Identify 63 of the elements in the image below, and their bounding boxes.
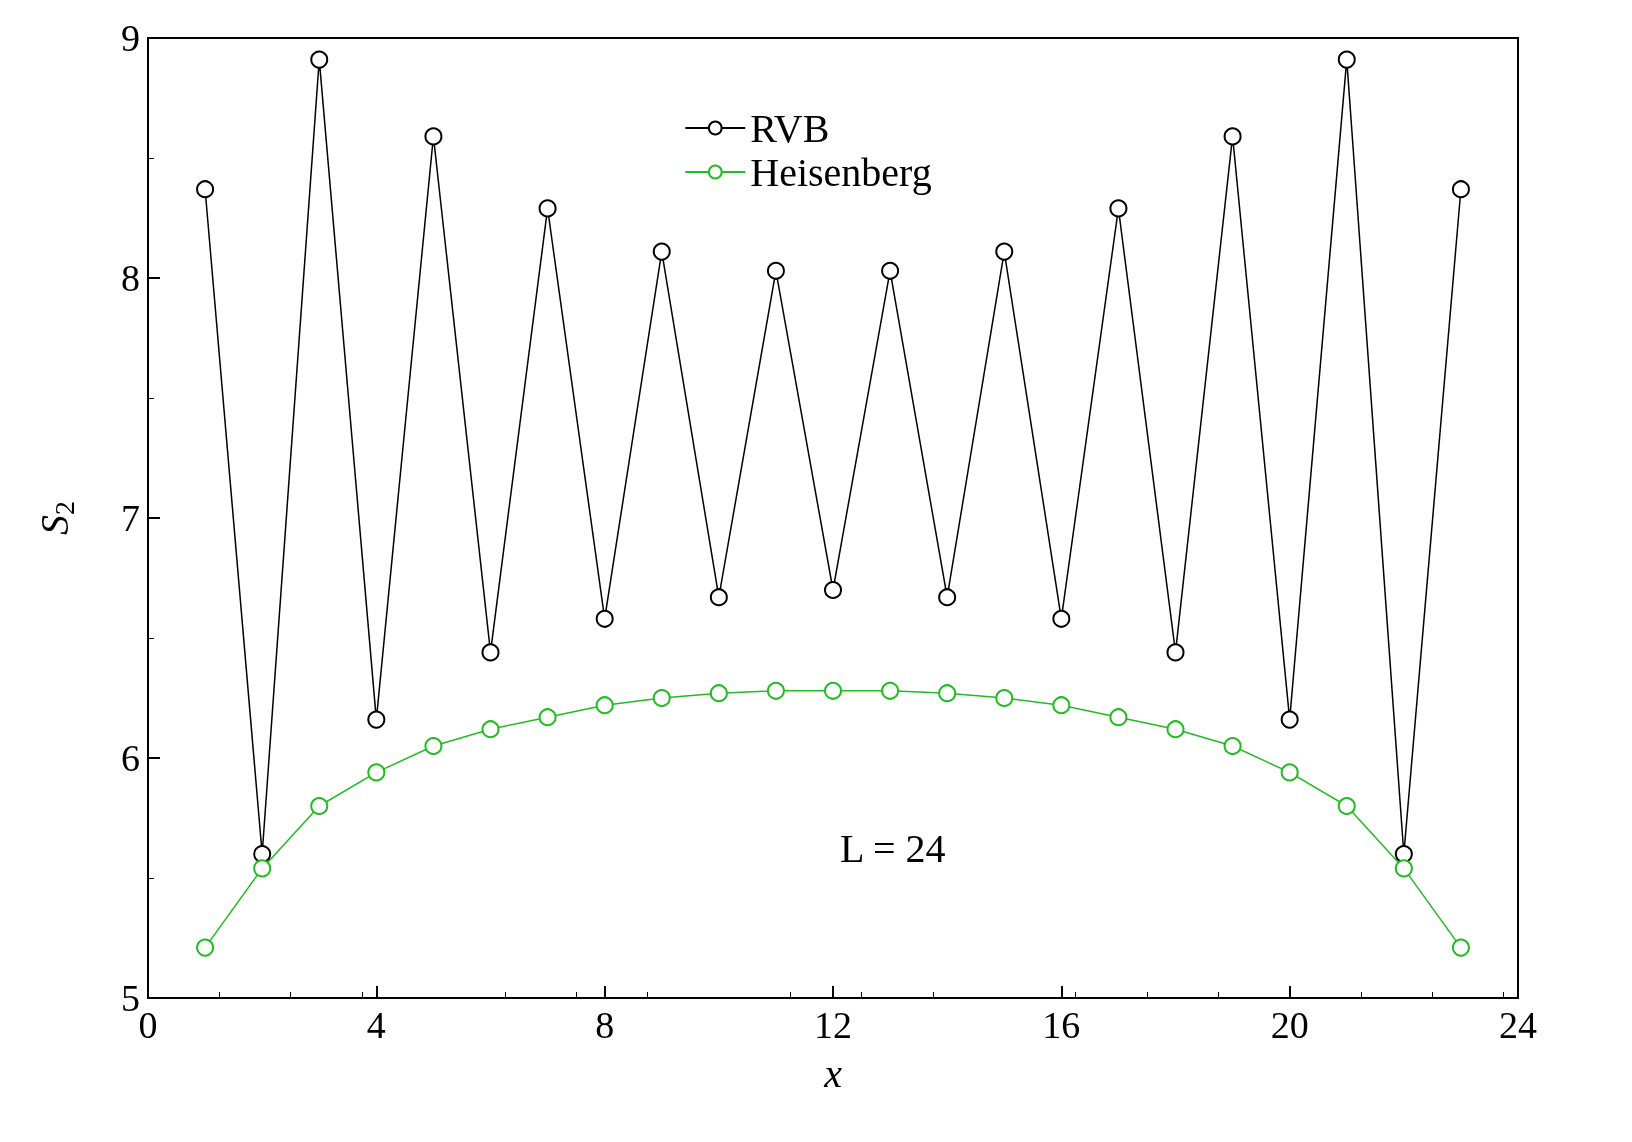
point: [1280, 763, 1299, 782]
x-tick-label: 4: [366, 1004, 386, 1046]
point: [1451, 938, 1470, 957]
legend-label: RVB: [750, 105, 830, 151]
x-axis-title: x: [823, 1050, 843, 1096]
point: [424, 127, 443, 146]
point: [824, 581, 842, 599]
point: [1337, 797, 1356, 815]
point: [1223, 737, 1242, 755]
point: [481, 643, 500, 662]
point: [1166, 720, 1185, 739]
point: [595, 609, 614, 628]
point: [253, 859, 272, 878]
point: [367, 763, 386, 782]
point: [1451, 180, 1470, 199]
point: [709, 684, 728, 703]
point: [1109, 199, 1128, 218]
point: [652, 242, 671, 261]
y-tick-label: 7: [121, 497, 140, 539]
point: [595, 696, 614, 715]
point: [938, 684, 957, 703]
point: [481, 720, 500, 739]
point: [253, 845, 272, 863]
point: [424, 737, 443, 755]
point: [881, 681, 900, 700]
point: [310, 50, 329, 69]
point: [1394, 845, 1413, 863]
point: [196, 180, 215, 199]
point: [766, 261, 785, 280]
point: [766, 681, 785, 700]
point: [1394, 859, 1413, 878]
point: [824, 681, 842, 700]
point: [310, 797, 329, 815]
point: [1166, 643, 1185, 662]
point: [1052, 696, 1071, 715]
x-tick-label: 8: [595, 1004, 615, 1046]
point: [196, 938, 215, 957]
x-tick-label: 20: [1270, 1004, 1309, 1046]
x-tick-label: 16: [1042, 1004, 1081, 1046]
y-tick-label: 8: [121, 257, 140, 299]
point: [881, 261, 900, 280]
point: [367, 710, 386, 729]
x-tick-label: 12: [814, 1004, 852, 1046]
point: [995, 689, 1014, 707]
point: [1337, 50, 1356, 69]
y-axis-title: S2: [31, 501, 80, 535]
annotation: L = 24: [840, 825, 946, 871]
point: [1109, 708, 1128, 727]
point: [938, 588, 957, 607]
x-tick-label: 0: [138, 1004, 158, 1046]
point: [1052, 609, 1071, 628]
legend-label: Heisenberg: [750, 149, 932, 195]
x-tick-label: 24: [1499, 1004, 1537, 1046]
point: [1223, 127, 1242, 146]
point: [995, 242, 1014, 261]
y-tick-label: 6: [121, 737, 140, 779]
point: [538, 199, 557, 218]
point: [709, 588, 728, 607]
y-tick-label: 9: [121, 17, 140, 59]
point: [1280, 710, 1299, 729]
point: [652, 689, 671, 707]
point: [538, 708, 557, 727]
y-tick-label: 5: [121, 977, 140, 1019]
